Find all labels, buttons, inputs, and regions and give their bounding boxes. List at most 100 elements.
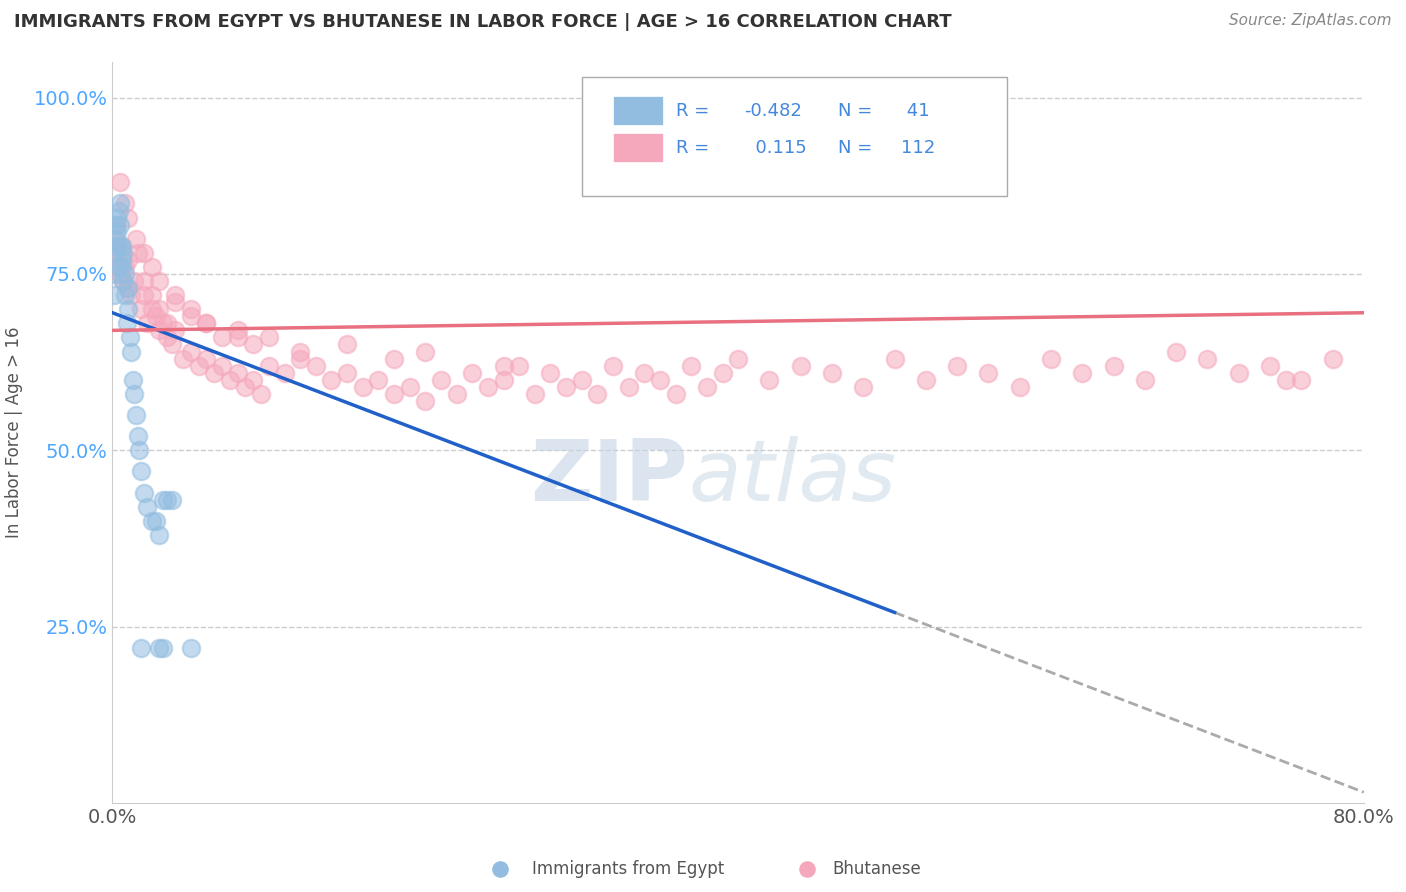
Point [160, 492, 183, 507]
Point [127, 429, 149, 443]
Point [141, 302, 163, 317]
Point [1258, 359, 1281, 373]
Point [107, 245, 129, 260]
Point [446, 387, 468, 401]
Point [152, 316, 174, 330]
Point [141, 260, 163, 274]
Point [492, 373, 515, 387]
Point [273, 366, 295, 380]
Point [125, 232, 148, 246]
Point [586, 387, 609, 401]
Point [121, 373, 143, 387]
Point [152, 492, 174, 507]
Text: ZIP: ZIP [530, 435, 688, 518]
Point [104, 218, 127, 232]
Point [540, 366, 562, 380]
Point [492, 359, 515, 373]
Point [152, 640, 174, 655]
Point [180, 344, 202, 359]
Text: -0.482: -0.482 [744, 102, 803, 120]
Point [110, 267, 132, 281]
Point [160, 337, 183, 351]
Text: N =: N = [838, 138, 879, 157]
Point [415, 393, 437, 408]
Text: N =: N = [838, 102, 879, 120]
Point [103, 232, 125, 246]
Point [977, 366, 1000, 380]
Point [148, 640, 170, 655]
FancyBboxPatch shape [613, 95, 664, 126]
Point [664, 387, 686, 401]
Point [430, 373, 453, 387]
Point [163, 323, 186, 337]
Point [1102, 359, 1125, 373]
Point [1039, 351, 1063, 366]
Point [602, 359, 624, 373]
Point [107, 260, 129, 274]
Text: 41: 41 [901, 102, 929, 120]
Point [202, 366, 225, 380]
Point [156, 492, 179, 507]
Point [125, 408, 148, 422]
Point [250, 387, 273, 401]
Point [648, 373, 671, 387]
Point [195, 316, 218, 330]
Point [114, 260, 136, 274]
Point [105, 211, 128, 225]
Point [211, 359, 233, 373]
Point [114, 267, 136, 281]
Point [1008, 380, 1031, 394]
Point [128, 443, 150, 458]
Point [218, 373, 240, 387]
Point [477, 380, 499, 394]
Point [129, 640, 152, 655]
Point [758, 373, 780, 387]
Point [555, 380, 578, 394]
Point [226, 366, 249, 380]
Point [148, 302, 170, 317]
Point [336, 366, 359, 380]
Text: IMMIGRANTS FROM EGYPT VS BHUTANESE IN LABOR FORCE | AGE > 16 CORRELATION CHART: IMMIGRANTS FROM EGYPT VS BHUTANESE IN LA… [14, 13, 952, 31]
Point [242, 337, 264, 351]
Point [104, 232, 127, 246]
Point [114, 196, 136, 211]
Point [382, 351, 405, 366]
Point [382, 387, 405, 401]
Point [110, 239, 132, 253]
Y-axis label: In Labor Force | Age > 16: In Labor Force | Age > 16 [4, 326, 22, 539]
Point [195, 351, 218, 366]
Point [127, 245, 149, 260]
Point [118, 330, 141, 344]
Point [1166, 344, 1188, 359]
Point [163, 295, 186, 310]
Point [180, 310, 202, 324]
Point [1274, 373, 1296, 387]
Point [105, 225, 128, 239]
Point [946, 359, 969, 373]
Point [1322, 351, 1344, 366]
Point [163, 288, 186, 302]
Point [120, 288, 142, 302]
Point [141, 514, 163, 528]
Point [305, 359, 328, 373]
Point [235, 380, 257, 394]
Point [117, 211, 139, 225]
Point [132, 288, 155, 302]
Point [180, 640, 202, 655]
Point [135, 500, 157, 514]
Point [1133, 373, 1156, 387]
Point [145, 310, 167, 324]
Point [148, 528, 170, 542]
Point [352, 380, 374, 394]
Point [398, 380, 420, 394]
Text: atlas: atlas [688, 435, 896, 518]
Text: 112: 112 [901, 138, 935, 157]
Point [104, 218, 127, 232]
Point [1071, 366, 1094, 380]
Point [1227, 366, 1250, 380]
Point [135, 316, 157, 330]
Point [290, 351, 312, 366]
Point [681, 359, 703, 373]
Point [111, 239, 134, 253]
Point [110, 175, 132, 189]
